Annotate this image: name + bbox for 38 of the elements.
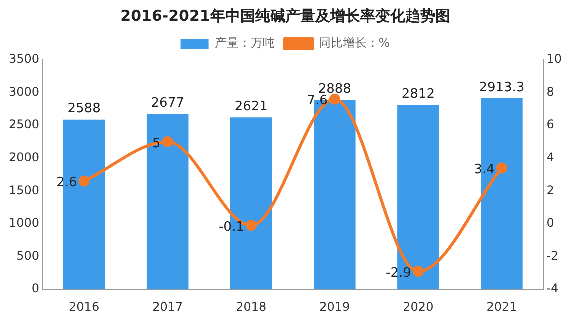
y-tick-label: 1500 — [8, 183, 40, 198]
y2-tick-label: -4 — [546, 282, 559, 296]
x-tick-label: 2021 — [486, 300, 518, 314]
y2-tick-label: 10 — [546, 52, 562, 66]
y2-tick-label: -2 — [546, 248, 559, 263]
chart-title: 2016-2021年中国纯碱产量及增长率变化趋势图 — [120, 6, 450, 25]
y2-tick-label: 8 — [546, 84, 554, 99]
y-tick-label: 3000 — [8, 84, 40, 99]
point — [496, 162, 508, 174]
x-tick-label: 2016 — [69, 300, 100, 314]
legend-label: 产量：万吨 — [214, 36, 275, 50]
data-label: 7.6 — [307, 94, 328, 109]
point — [412, 266, 424, 278]
x-tick-label: 2019 — [320, 300, 350, 314]
y-tick-label: 1000 — [8, 216, 40, 230]
y-tick-label: 500 — [16, 248, 40, 263]
y-tick-label: 3500 — [8, 52, 40, 66]
y2-tick-label: 4 — [546, 150, 554, 165]
y2-tick-label: 6 — [546, 118, 554, 132]
data-label: 2913.3 — [479, 80, 525, 96]
data-label: 2588 — [68, 102, 101, 117]
data-label: 2677 — [151, 96, 184, 111]
x-tick-label: 2017 — [152, 300, 184, 314]
y2-tick-label: 0 — [546, 216, 554, 230]
point — [329, 94, 340, 105]
y-tick-label: 2500 — [8, 118, 40, 132]
y-tick-label: 2000 — [8, 150, 40, 165]
point — [162, 136, 174, 148]
data-label: 2621 — [234, 100, 268, 115]
point — [78, 176, 90, 187]
y-tick-label: 0 — [32, 282, 40, 296]
x-tick-label: 2018 — [236, 300, 267, 314]
bar — [146, 114, 189, 290]
legend-label: 同比增长：% — [318, 36, 390, 50]
data-label: 2812 — [402, 87, 435, 102]
y2-tick-label: 2 — [546, 183, 554, 198]
point — [246, 220, 257, 232]
x-tick-label: 2020 — [403, 300, 434, 314]
